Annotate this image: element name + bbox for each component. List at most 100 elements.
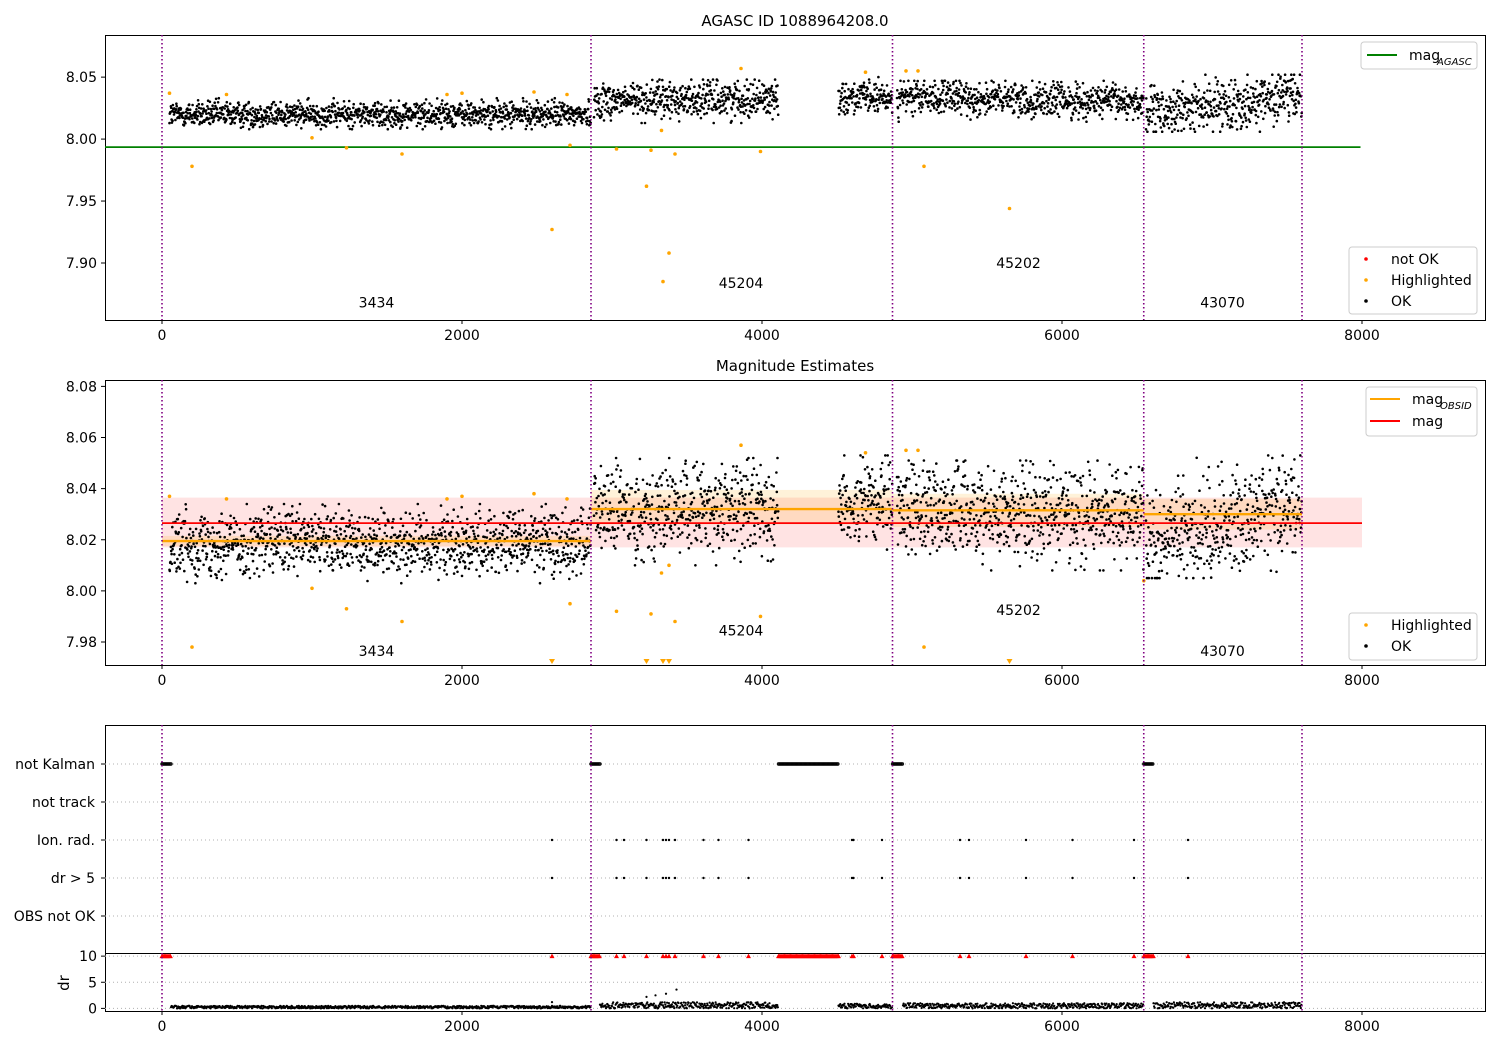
ok-point: [730, 487, 733, 490]
ok-point: [436, 547, 440, 550]
ok-point: [540, 505, 543, 508]
ok-point: [967, 96, 970, 100]
ok-point: [543, 125, 547, 129]
ok-point: [700, 97, 703, 100]
ok-point: [741, 494, 744, 498]
ok-point: [1136, 101, 1140, 104]
ok-point: [367, 122, 371, 125]
ok-point: [552, 570, 556, 574]
ok-point: [578, 536, 582, 540]
ok-point: [513, 512, 517, 515]
ok-point: [171, 119, 174, 123]
ok-point: [530, 127, 533, 131]
ok-point: [1003, 85, 1007, 89]
ok-point: [494, 528, 498, 531]
ok-point: [602, 100, 605, 103]
ok-point: [457, 558, 461, 561]
ok-point: [957, 100, 960, 103]
ok-point: [573, 530, 577, 534]
ok-point: [415, 547, 419, 551]
ok-point: [673, 103, 677, 107]
ok-point: [218, 520, 221, 523]
ok-point: [1162, 107, 1166, 111]
ok-point: [1068, 90, 1072, 93]
ok-point: [461, 121, 464, 125]
ok-point: [514, 107, 518, 111]
ok-point: [1167, 116, 1170, 119]
ok-point: [776, 104, 780, 108]
ok-point: [257, 111, 261, 115]
ok-point: [559, 115, 562, 118]
ok-point: [1172, 100, 1175, 103]
ok-point: [352, 106, 355, 110]
ok-point: [768, 529, 772, 533]
ok-point: [1200, 103, 1204, 106]
ok-point: [293, 107, 297, 111]
ok-point: [576, 518, 579, 522]
ok-point: [409, 548, 412, 551]
ok-point: [493, 533, 497, 536]
ok-point: [335, 551, 339, 554]
ok-point: [350, 543, 353, 546]
ok-point: [336, 548, 339, 552]
ok-point: [345, 108, 348, 112]
ok-point: [690, 78, 693, 81]
ok-point: [242, 534, 245, 537]
ok-point: [918, 102, 921, 105]
ok-point: [918, 93, 922, 96]
ok-point: [292, 557, 295, 560]
ok-point: [1241, 120, 1245, 124]
ok-point: [950, 107, 954, 110]
ok-point: [226, 105, 229, 108]
ok-point: [843, 517, 847, 521]
ok-point: [598, 535, 602, 539]
ok-point: [903, 93, 907, 96]
ok-point: [477, 509, 481, 513]
ok-point: [338, 108, 341, 111]
ok-point: [353, 121, 357, 124]
ok-point: [207, 111, 211, 115]
ok-point: [1269, 109, 1272, 112]
ok-point: [362, 552, 366, 556]
ok-point: [307, 525, 311, 529]
ok-point: [618, 489, 622, 492]
ok-point: [557, 122, 560, 126]
ok-point: [890, 96, 893, 100]
ok-point: [712, 98, 715, 101]
ok-point: [1058, 100, 1062, 104]
ok-point: [331, 110, 335, 114]
ok-point: [842, 110, 845, 114]
ok-point: [1042, 112, 1045, 115]
ok-point: [698, 109, 702, 113]
ok-point: [670, 98, 673, 101]
ok-point: [720, 95, 723, 98]
ok-point: [885, 99, 888, 102]
ok-point: [243, 571, 247, 574]
ok-point: [552, 577, 555, 580]
highlighted-point: [667, 251, 671, 255]
ok-point: [1170, 130, 1174, 133]
ok-point: [1100, 101, 1103, 105]
ok-point: [207, 535, 210, 539]
ok-point: [1177, 108, 1181, 112]
ok-point: [327, 119, 330, 122]
ok-point: [1206, 100, 1210, 103]
ok-point: [1075, 91, 1078, 95]
ok-point: [174, 108, 178, 111]
ok-point: [1174, 102, 1177, 105]
ok-point: [1133, 107, 1136, 111]
ok-point: [1289, 87, 1292, 90]
ok-point: [682, 108, 686, 111]
ok-point: [707, 489, 710, 493]
ok-point: [733, 92, 736, 95]
ok-point: [1195, 95, 1198, 98]
ok-point: [678, 495, 681, 499]
ok-point: [380, 545, 384, 549]
ok-point: [1158, 119, 1162, 123]
ok-point: [1052, 80, 1055, 83]
ok-point: [1049, 89, 1053, 93]
ok-point: [355, 110, 358, 114]
ok-point: [568, 560, 572, 563]
ok-point: [1175, 99, 1178, 103]
ok-point: [344, 554, 348, 558]
